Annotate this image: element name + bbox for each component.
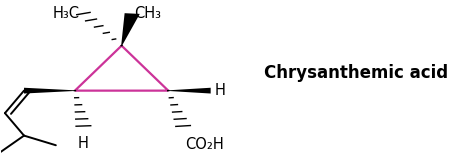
Polygon shape — [168, 88, 211, 93]
Polygon shape — [24, 88, 75, 93]
Text: CH₃: CH₃ — [134, 6, 161, 21]
Text: Chrysanthemic acid: Chrysanthemic acid — [264, 64, 448, 82]
Text: CO₂H: CO₂H — [185, 137, 224, 152]
Text: H: H — [215, 83, 226, 98]
Polygon shape — [121, 13, 140, 46]
Text: H₃C: H₃C — [52, 6, 79, 21]
Text: H: H — [78, 136, 89, 151]
